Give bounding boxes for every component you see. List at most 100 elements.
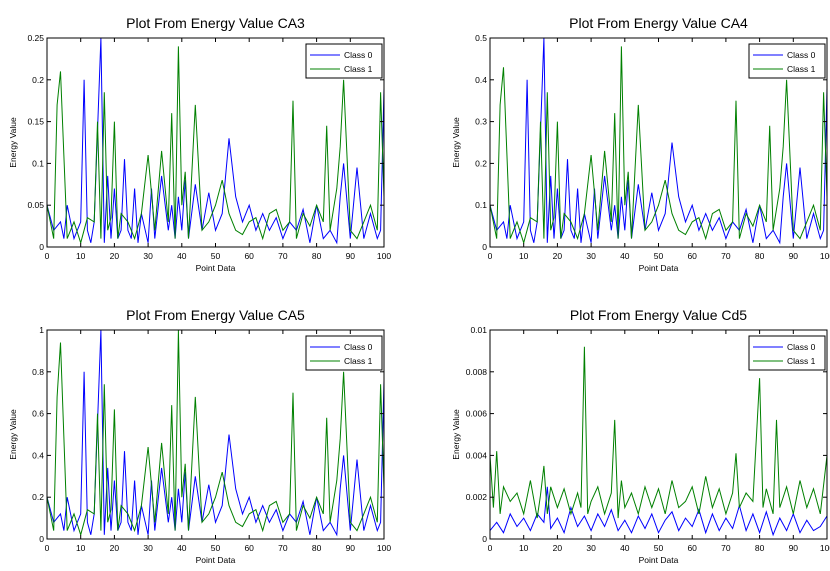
y-tick-label: 0.15	[27, 117, 44, 127]
legend-box	[748, 335, 826, 371]
x-tick-label: 40	[620, 543, 630, 553]
x-tick-label: 10	[519, 543, 529, 553]
y-tick-label: 0.01	[470, 325, 487, 335]
y-axis-label: Energy Value	[8, 409, 18, 460]
y-tick-label: 0	[39, 534, 44, 544]
x-axis-label: Point Data	[639, 263, 679, 273]
series-line-class-0	[489, 486, 828, 537]
legend-label: Class 0	[787, 342, 816, 352]
legend-label: Class 0	[787, 50, 816, 60]
legend-label: Class 1	[787, 356, 816, 366]
x-tick-label: 10	[76, 251, 86, 261]
y-tick-label: 0.008	[466, 367, 488, 377]
x-tick-label: 80	[312, 251, 322, 261]
chart-title: Plot From Energy Value CA5	[126, 307, 305, 323]
series-group	[489, 346, 828, 537]
x-tick-label: 40	[620, 251, 630, 261]
y-tick-label: 0.5	[475, 33, 487, 43]
x-axis-label: Point Data	[639, 555, 679, 565]
x-tick-label: 60	[687, 543, 697, 553]
x-tick-label: 50	[211, 251, 221, 261]
chart-title: Plot From Energy Value Cd5	[570, 307, 747, 323]
x-tick-label: 70	[278, 251, 288, 261]
series-group	[46, 329, 385, 537]
legend-box	[305, 335, 383, 371]
y-tick-label: 0.8	[32, 367, 44, 377]
legend: Class 0 Class 1	[305, 43, 383, 79]
x-tick-label: 30	[143, 251, 153, 261]
y-tick-label: 0.2	[32, 75, 44, 85]
chart-panel-3: 0 10 20 30 40 50 60 70 80 90 100 0 0.2 0.4 0.6 0.8 1 Plot…	[8, 307, 391, 565]
y-tick-label: 1	[39, 325, 44, 335]
x-tick-label: 0	[45, 251, 50, 261]
x-tick-label: 90	[789, 543, 799, 553]
legend-label: Class 1	[344, 64, 373, 74]
x-tick-label: 70	[721, 251, 731, 261]
x-tick-label: 40	[177, 543, 187, 553]
y-tick-label: 0.006	[466, 409, 488, 419]
x-tick-label: 0	[488, 251, 493, 261]
y-axis-label: Energy Value	[8, 117, 18, 168]
legend-label: Class 1	[344, 356, 373, 366]
chart-panel-1: 0 10 20 30 40 50 60 70 80 90 100 0 0.05 0.1 0.15 0.2 0.2…	[8, 15, 391, 273]
x-tick-label: 30	[143, 543, 153, 553]
legend-box	[305, 43, 383, 79]
y-tick-label: 0.2	[32, 492, 44, 502]
x-tick-label: 10	[519, 251, 529, 261]
series-line-class-1	[46, 46, 385, 245]
legend-label: Class 0	[344, 50, 373, 60]
series-line-class-1	[489, 46, 828, 245]
x-tick-label: 20	[553, 543, 563, 553]
series-line-class-1	[46, 329, 385, 537]
chart-panel-4: 0 10 20 30 40 50 60 70 80 90 100 0 0.002 0.004 0.006 0.…	[451, 307, 830, 565]
legend-label: Class 1	[787, 64, 816, 74]
legend: Class 0 Class 1	[748, 335, 826, 371]
y-tick-label: 0	[482, 242, 487, 252]
x-tick-label: 40	[177, 251, 187, 261]
x-tick-label: 20	[110, 543, 120, 553]
x-tick-label: 70	[721, 543, 731, 553]
y-tick-label: 0.3	[475, 117, 487, 127]
x-tick-label: 80	[312, 543, 322, 553]
y-tick-label: 0.1	[32, 158, 44, 168]
x-tick-label: 100	[377, 543, 391, 553]
x-axis-label: Point Data	[196, 263, 236, 273]
x-tick-label: 100	[820, 543, 830, 553]
y-tick-label: 0.1	[475, 200, 487, 210]
x-tick-label: 70	[278, 543, 288, 553]
series-line-class-1	[489, 346, 828, 519]
y-tick-label: 0.05	[27, 200, 44, 210]
y-axis-label: Energy Value	[451, 117, 461, 168]
x-tick-label: 90	[346, 543, 356, 553]
x-tick-label: 10	[76, 543, 86, 553]
x-tick-label: 50	[654, 543, 664, 553]
y-tick-label: 0.4	[32, 450, 44, 460]
x-tick-label: 0	[488, 543, 493, 553]
x-tick-label: 100	[820, 251, 830, 261]
x-tick-label: 60	[687, 251, 697, 261]
y-tick-label: 0.002	[466, 492, 488, 502]
x-tick-label: 60	[244, 543, 254, 553]
chart-panel-2: 0 10 20 30 40 50 60 70 80 90 100 0 0.1 0.2 0.3 0.4 0.5 Pl…	[451, 15, 830, 273]
y-tick-label: 0.25	[27, 33, 44, 43]
x-tick-label: 20	[110, 251, 120, 261]
x-tick-label: 50	[654, 251, 664, 261]
x-tick-label: 30	[586, 251, 596, 261]
y-tick-label: 0.2	[475, 158, 487, 168]
y-tick-label: 0.004	[466, 450, 488, 460]
x-tick-label: 90	[789, 251, 799, 261]
series-group	[489, 37, 828, 245]
x-tick-label: 0	[45, 543, 50, 553]
x-tick-label: 80	[755, 543, 765, 553]
x-tick-label: 20	[553, 251, 563, 261]
x-tick-label: 90	[346, 251, 356, 261]
legend: Class 0 Class 1	[748, 43, 826, 79]
y-tick-label: 0	[482, 534, 487, 544]
x-tick-label: 80	[755, 251, 765, 261]
legend: Class 0 Class 1	[305, 335, 383, 371]
y-tick-label: 0.6	[32, 409, 44, 419]
x-tick-label: 30	[586, 543, 596, 553]
legend-label: Class 0	[344, 342, 373, 352]
x-tick-label: 60	[244, 251, 254, 261]
x-axis-label: Point Data	[196, 555, 236, 565]
